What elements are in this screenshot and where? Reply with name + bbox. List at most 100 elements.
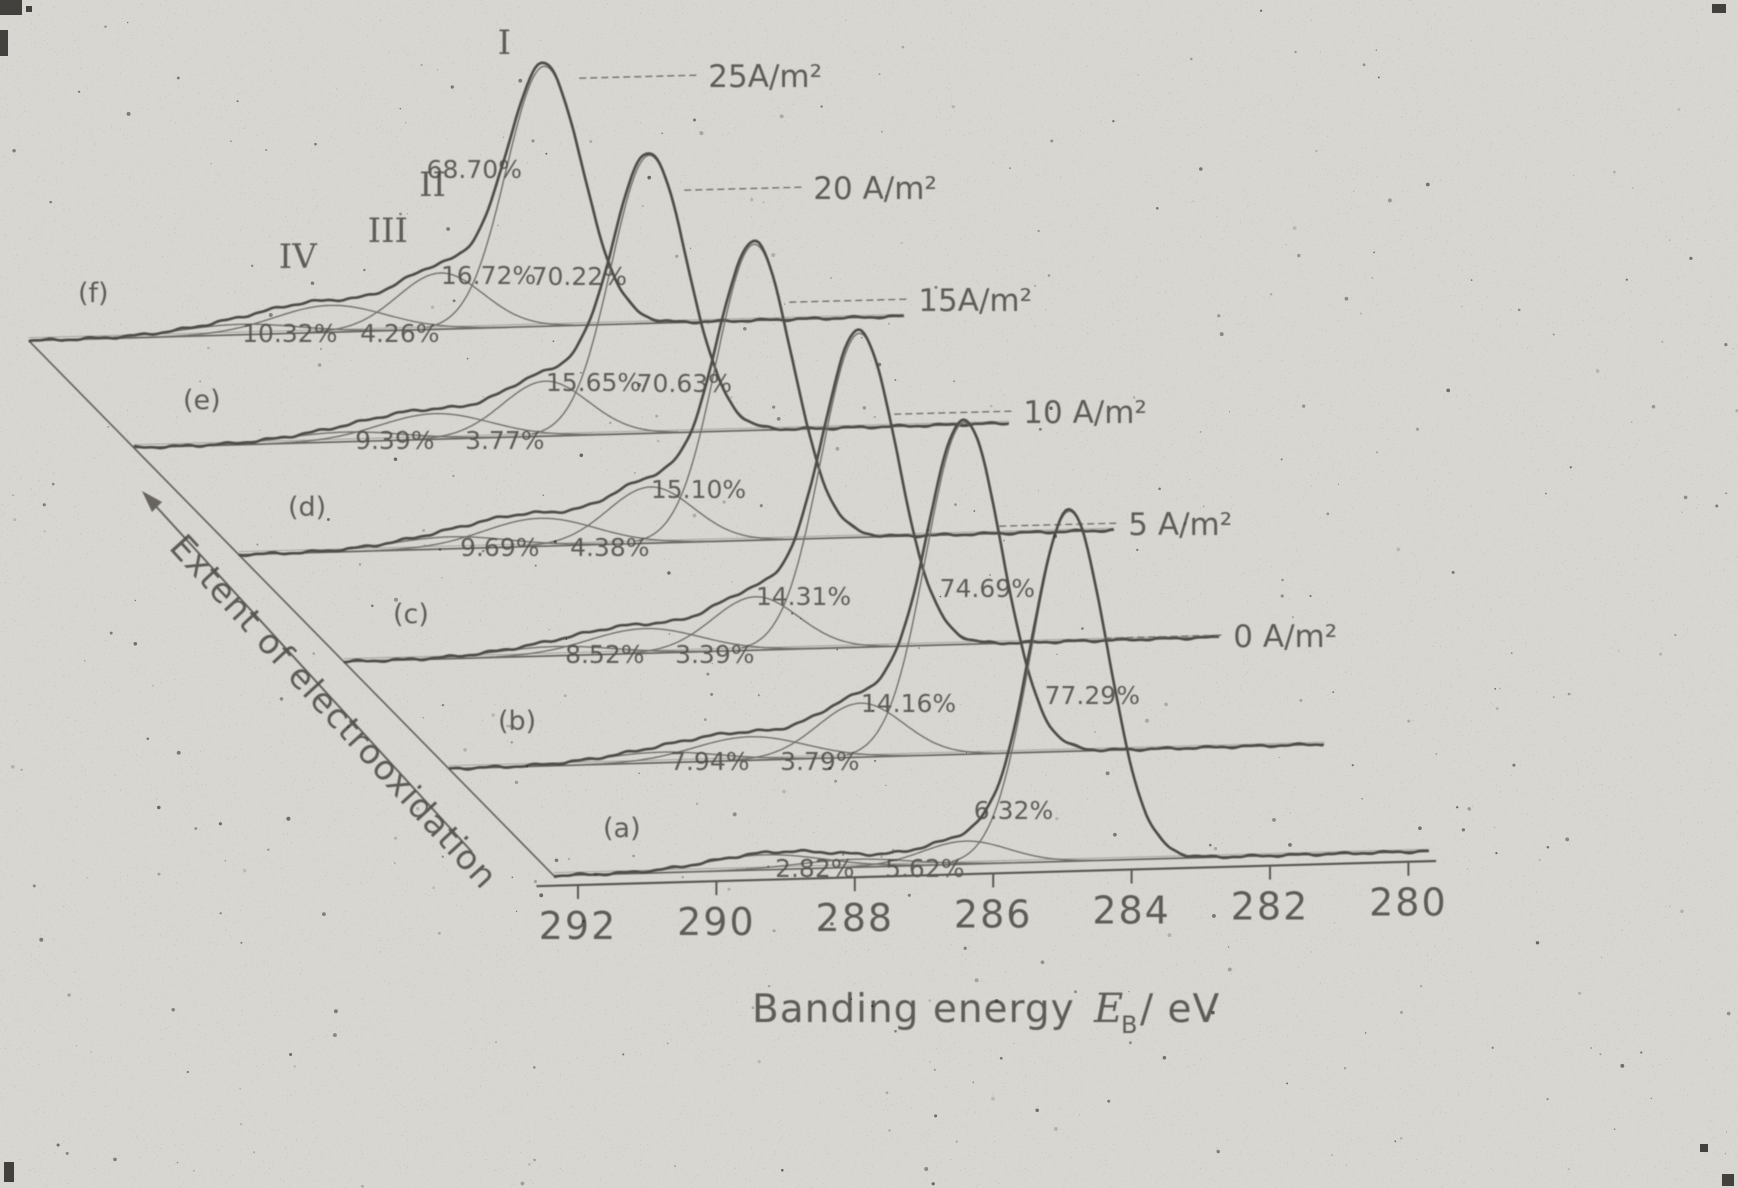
scan-speck [567, 857, 571, 861]
scan-speck [109, 631, 113, 635]
scan-speck [1047, 274, 1051, 277]
scan-speck [1156, 207, 1159, 210]
scan-speck [1343, 1067, 1347, 1070]
scan-speck [933, 1068, 936, 1071]
scan-speck [1470, 279, 1473, 281]
scan-speck [1539, 859, 1541, 861]
scan-speck [219, 912, 222, 915]
scan-speck [901, 45, 905, 49]
scan-speck [954, 503, 957, 506]
scan-speck [1309, 594, 1312, 598]
scan-speck [1353, 190, 1355, 192]
scan-edge-artifact [1722, 1174, 1734, 1186]
scan-speck [176, 1161, 179, 1164]
scan-speck [1208, 843, 1212, 847]
scan-speck [1164, 702, 1168, 707]
scan-speck [1353, 885, 1355, 887]
scan-speck [1371, 277, 1373, 279]
scan-speck [1105, 771, 1110, 776]
scan-speck [481, 549, 485, 553]
scan-speck [1132, 396, 1136, 399]
scan-speck [286, 816, 291, 821]
scan-speck [1495, 707, 1499, 711]
scan-speck [242, 868, 247, 873]
scan-speck [1285, 244, 1287, 246]
scan-speck [666, 1042, 669, 1045]
scan-speck [1056, 653, 1058, 656]
scan-speck [878, 73, 881, 76]
scan-speck [655, 414, 659, 418]
scan-speck [632, 854, 635, 858]
scan-speck [265, 148, 268, 152]
scan-speck [518, 78, 523, 83]
scan-speck [67, 993, 71, 997]
scan-speck [548, 628, 551, 631]
scan-speck [520, 1181, 525, 1186]
scan-speck [157, 872, 161, 876]
scan-speck [692, 513, 697, 518]
scan-speck [926, 528, 930, 532]
scan-speck [784, 303, 786, 305]
scan-speck [894, 1029, 897, 1033]
scan-edge-artifact [4, 1162, 14, 1182]
scan-speck [1446, 388, 1451, 393]
scan-speck [1546, 1098, 1549, 1101]
scan-speck [256, 543, 259, 546]
scan-speck [885, 784, 887, 786]
scan-speck [1396, 547, 1401, 552]
scan-speck [1680, 909, 1684, 914]
scan-speck [791, 612, 794, 615]
scan-speck [497, 224, 499, 227]
scan-speck [1578, 991, 1582, 995]
scan-speck [850, 998, 853, 1000]
scan-speck [1278, 756, 1280, 758]
scan-speck [674, 1165, 676, 1167]
scan-speck [1495, 852, 1498, 855]
scan-speck [828, 766, 832, 770]
scan-speck [884, 194, 888, 198]
scan-speck [917, 646, 921, 650]
scan-speck [1199, 430, 1202, 433]
scan-speck [813, 832, 815, 833]
scan-speck [533, 1158, 536, 1162]
scan-speck [1620, 1063, 1625, 1068]
scan-speck [877, 362, 882, 367]
scan-speck [542, 494, 544, 496]
scan-speck [393, 457, 398, 461]
scan-speck [441, 576, 443, 579]
scan-speck [1499, 687, 1501, 690]
scan-speck [820, 105, 823, 108]
scan-speck [1632, 187, 1634, 189]
scan-speck [1569, 466, 1572, 469]
scan-speck [1049, 406, 1053, 411]
scan-speck [1565, 837, 1570, 842]
scan-speck [56, 1143, 60, 1147]
scan-speck [638, 772, 640, 775]
scan-speck [1618, 650, 1620, 652]
scan-speck [757, 694, 760, 697]
scan-speck [1055, 817, 1059, 821]
scan-speck [1145, 718, 1149, 723]
scan-speck [1281, 578, 1284, 582]
scan-speck [1227, 967, 1232, 972]
scan-speck [432, 886, 436, 890]
scan-speck [1461, 306, 1463, 308]
scan-speck [836, 648, 839, 651]
scan-speck [1291, 615, 1295, 619]
scan-speck [1467, 807, 1471, 811]
scan-speck [1677, 108, 1681, 111]
scan-speck [1192, 200, 1194, 202]
scan-speck [751, 1006, 755, 1010]
scan-speck [830, 922, 834, 926]
scan-speck [176, 76, 180, 80]
scan-speck [207, 346, 210, 350]
scan-speck [43, 530, 46, 533]
scan-speck [1217, 314, 1221, 318]
scan-speck [1669, 905, 1671, 908]
scan-speck [939, 595, 942, 598]
scan-speck [450, 906, 452, 908]
scan-speck [1345, 671, 1347, 673]
scan-speck [347, 725, 350, 728]
scan-speck [1435, 753, 1438, 755]
scan-speck [491, 713, 495, 717]
